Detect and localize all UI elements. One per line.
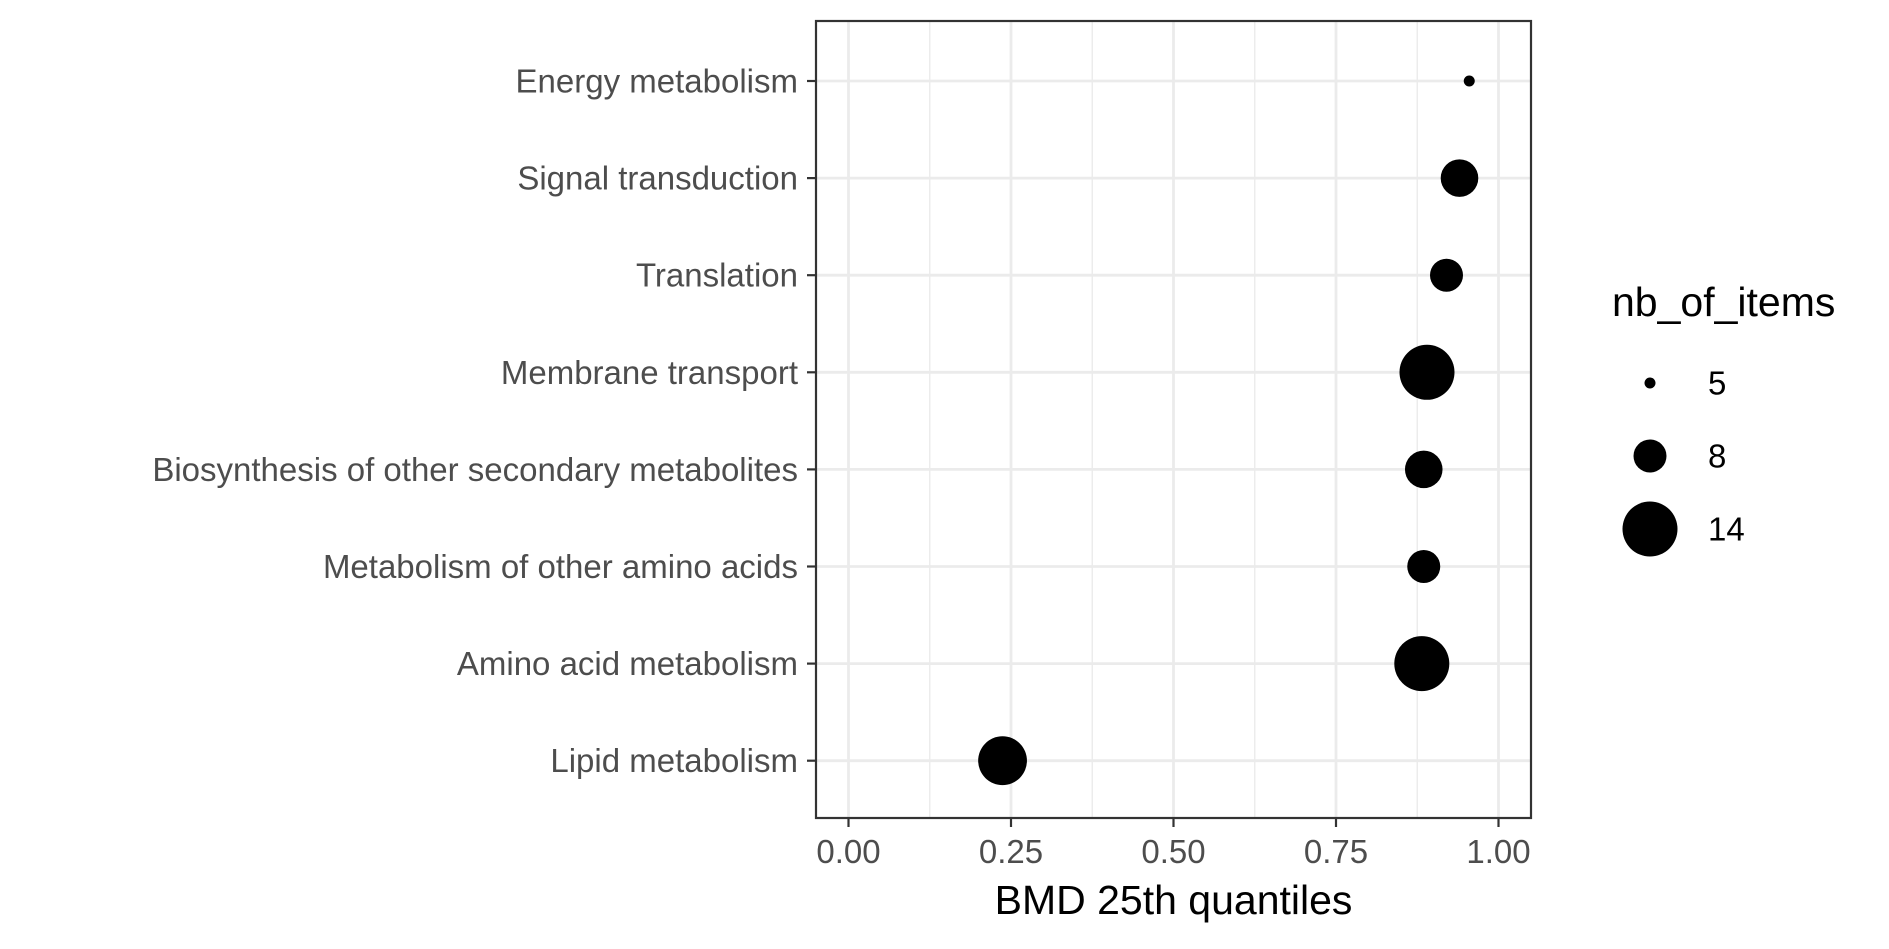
x-tick-label: 0.00 [816,833,880,870]
size-legend: nb_of_items 5 8 14 [1612,279,1835,557]
data-point [1430,258,1463,292]
y-tick-label: Membrane transport [501,354,798,391]
data-point [1440,159,1479,197]
y-tick-label: Metabolism of other amino acids [323,548,798,585]
y-axis: Energy metabolism Signal transduction Tran… [152,63,816,779]
y-tick-label: Signal transduction [517,160,798,197]
y-tick-label: Energy metabolism [516,63,798,100]
grid-layer [816,21,1531,818]
x-tick-label: 0.50 [1141,833,1205,870]
x-tick-label: 1.00 [1466,833,1530,870]
legend-label: 5 [1708,365,1726,402]
data-point [1399,344,1455,400]
legend-key [1633,439,1667,473]
legend-key [1622,501,1678,557]
x-tick-label: 0.75 [1304,833,1368,870]
data-point [1463,75,1475,87]
y-tick-label: Amino acid metabolism [457,645,798,682]
x-axis-title: BMD 25th quantiles [995,877,1353,923]
data-point [1394,636,1450,692]
legend-label: 14 [1708,511,1745,548]
legend-label: 8 [1708,438,1726,475]
points-layer [978,75,1479,786]
legend-title: nb_of_items [1612,279,1835,325]
data-point [1404,450,1443,489]
y-tick-label: Biosynthesis of other secondary metaboli… [152,451,798,488]
data-point [1407,550,1441,583]
x-axis: 0.00 0.25 0.50 0.75 1.00 [816,818,1531,870]
legend-key [1644,377,1656,389]
data-point [978,736,1027,786]
y-tick-label: Lipid metabolism [550,742,798,779]
x-tick-label: 0.25 [979,833,1043,870]
y-tick-label: Translation [636,257,798,294]
